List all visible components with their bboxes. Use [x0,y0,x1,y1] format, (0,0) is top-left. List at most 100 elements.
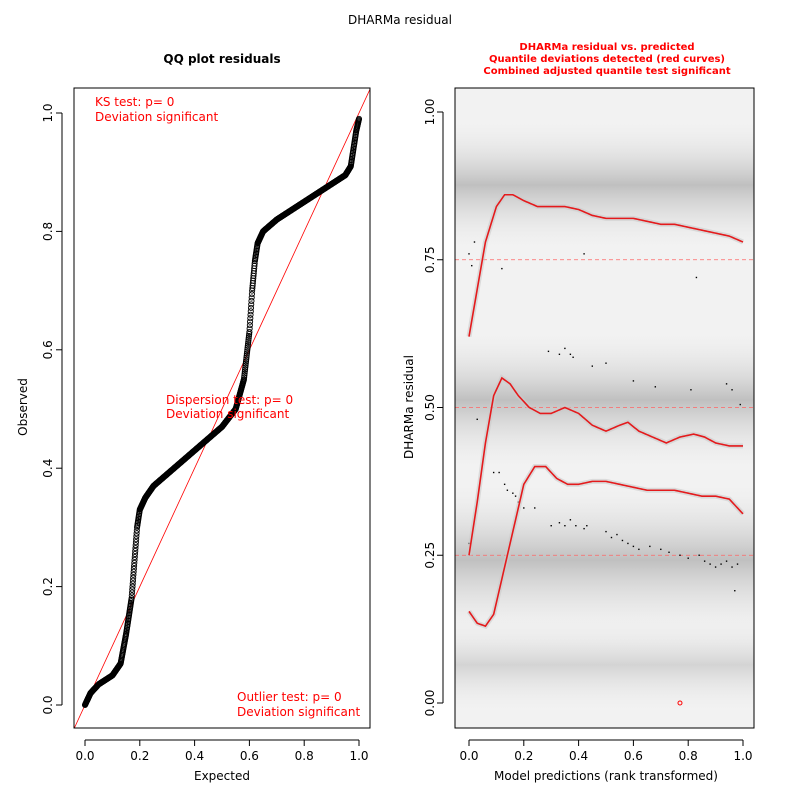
density-background [455,88,754,728]
qq-point [248,301,255,308]
qq-point [130,571,137,578]
residual-point [498,471,500,474]
qq-y-tick-label: 0.0 [41,695,55,714]
residual-x-axis: 0.0 0.2 0.4 0.6 0.8 1.0 [459,739,753,763]
residual-point [514,495,517,497]
residual-point [583,253,585,255]
residual-plot-title-line-3: Combined adjusted quantile test signific… [483,66,730,77]
residual-point [468,253,470,255]
qq-point [245,336,252,343]
residual-plot-title-line-1: DHARMa residual vs. predicted [519,42,694,53]
residual-point [627,542,629,545]
residual-point [660,548,662,551]
residual-point [734,590,736,592]
qq-point [129,583,136,590]
residual-point [473,241,476,243]
qq-point [132,545,139,552]
qq-point [245,334,252,342]
residual-y-axis: 0.00 0.25 0.50 0.75 1.00 [423,99,444,717]
qq-point [248,294,255,301]
qq-point [246,322,253,329]
residual-point [610,536,613,539]
residual-point [572,356,574,358]
residual-point [654,386,657,388]
qq-point [241,372,248,379]
qq-y-axis: 0.0 0.2 0.4 0.6 0.8 1.0 [41,103,63,715]
qq-points-group [81,115,363,709]
qq-x-tick-label: 0.0 [75,749,94,763]
quantile-curve [468,376,743,556]
qq-point [245,338,252,345]
residual-point [523,507,525,509]
qq-point [128,592,135,599]
qq-plot-title: QQ plot residuals [163,52,280,66]
qq-point [133,527,140,534]
residual-y-tick-label: 0.00 [423,690,437,717]
residual-y-tick-label: 1.00 [423,99,437,126]
residual-point [547,350,550,353]
qq-point [248,297,255,305]
qq-x-tick-label: 0.2 [130,749,149,763]
qq-point [245,332,252,340]
outlier-test-deviation: Deviation significant [237,705,360,719]
residual-plot-frame [454,87,755,729]
qq-point [131,550,139,558]
qq-point [243,354,250,361]
residual-point [471,264,473,267]
outliers-group [677,700,683,706]
residual-point [731,389,733,391]
qq-point [133,530,140,537]
residual-point [731,566,733,568]
residual-point [739,403,741,406]
qq-point [246,325,253,332]
qq-plot-panel: QQ plot residuals 0.0 0.2 0.4 0.6 0.8 1.0 0.0… [16,52,371,783]
qq-point [355,115,363,122]
residual-point [632,545,635,548]
ks-test-result: KS test: p= 0 [95,95,174,109]
residual-point [668,551,670,553]
residual-point [558,353,561,356]
qq-point [247,318,254,325]
qq-point [241,374,248,381]
qq-point [241,370,248,377]
residual-point [564,347,566,350]
qq-x-axis: 0.0 0.2 0.4 0.6 0.8 1.0 [75,739,369,763]
residual-point [720,563,722,565]
qq-point [244,344,251,351]
residual-point [501,267,503,270]
dispersion-test-result: Dispersion test: p= 0 [166,393,293,407]
residual-point [695,276,698,279]
qq-point [244,342,251,349]
qq-reference-line [74,88,370,728]
residual-x-tick-label: 0.2 [514,749,533,763]
qq-point [129,586,136,593]
quantile-curve [468,465,744,628]
residual-point [583,527,585,530]
qq-y-tick-label: 0.4 [41,459,55,478]
residual-x-axis-label: Model predictions (rank transformed) [494,769,718,783]
qq-point [133,536,140,543]
qq-point [242,364,249,371]
residual-point [564,525,566,527]
qq-point [244,346,251,353]
qq-point [129,580,136,587]
qq-point [241,368,248,375]
residual-point [649,545,651,548]
residual-point [503,483,506,486]
residual-x-tick-label: 0.6 [624,749,643,763]
qq-y-tick-label: 0.8 [41,222,55,241]
qq-point [133,533,140,540]
residual-point [679,554,681,556]
qq-plot-frame [73,87,371,729]
residual-x-tick-label: 0.4 [569,749,588,763]
residual-point [703,560,706,562]
qq-point [243,350,250,357]
qq-point [247,315,254,322]
residual-point [605,530,607,533]
qq-point [130,568,137,575]
qq-y-tick-label: 1.0 [41,103,55,122]
residual-point [736,563,739,565]
quantile-curve [468,193,744,337]
qq-x-tick-label: 0.4 [185,749,204,763]
